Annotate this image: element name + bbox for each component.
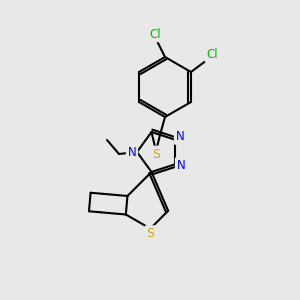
Text: Cl: Cl bbox=[206, 47, 218, 61]
Text: S: S bbox=[152, 148, 160, 160]
Text: N: N bbox=[176, 130, 184, 143]
Text: N: N bbox=[128, 146, 136, 158]
Text: S: S bbox=[146, 227, 154, 240]
Text: Cl: Cl bbox=[149, 28, 161, 40]
Text: N: N bbox=[177, 159, 185, 172]
